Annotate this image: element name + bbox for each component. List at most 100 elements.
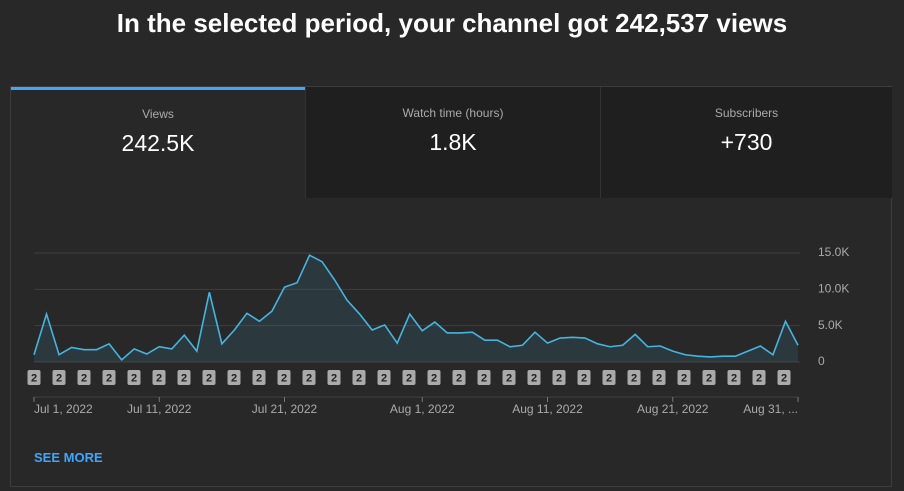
marker-label: 2 <box>406 372 412 384</box>
y-tick-label: 10.0K <box>818 282 849 296</box>
marker-label: 2 <box>381 372 387 384</box>
marker-label: 2 <box>206 372 212 384</box>
marker-box <box>652 370 666 385</box>
marker[interactable]: 2 <box>177 370 191 385</box>
marker-label: 2 <box>531 372 537 384</box>
marker-label: 2 <box>431 372 437 384</box>
marker-label: 2 <box>781 372 787 384</box>
marker[interactable]: 2 <box>727 370 741 385</box>
marker-box <box>752 370 766 385</box>
marker-box <box>677 370 691 385</box>
marker-box <box>27 370 41 385</box>
x-tick-label: Jul 1, 2022 <box>34 402 93 416</box>
line <box>33 254 799 361</box>
marker-label: 2 <box>156 372 162 384</box>
marker[interactable]: 2 <box>252 370 266 385</box>
marker[interactable]: 2 <box>577 370 591 385</box>
marker-box <box>777 370 791 385</box>
marker-box <box>227 370 241 385</box>
tab-value: 242.5K <box>121 130 195 156</box>
marker[interactable]: 2 <box>127 370 141 385</box>
marker[interactable]: 2 <box>427 370 441 385</box>
marker[interactable]: 2 <box>327 370 341 385</box>
marker[interactable]: 2 <box>152 370 166 385</box>
marker-label: 2 <box>581 372 587 384</box>
tab-label: Views <box>142 107 174 121</box>
marker-box <box>602 370 616 385</box>
marker-box <box>552 370 566 385</box>
marker-label: 2 <box>31 372 37 384</box>
marker[interactable]: 2 <box>202 370 216 385</box>
marker-box <box>527 370 541 385</box>
marker-box <box>477 370 491 385</box>
marker[interactable]: 2 <box>402 370 416 385</box>
marker[interactable]: 2 <box>77 370 91 385</box>
marker[interactable]: 2 <box>452 370 466 385</box>
y-tick-label: 0 <box>818 354 825 368</box>
marker-label: 2 <box>681 372 687 384</box>
marker[interactable]: 2 <box>677 370 691 385</box>
marker-box <box>77 370 91 385</box>
marker-label: 2 <box>256 372 262 384</box>
marker-label: 2 <box>131 372 137 384</box>
marker-label: 2 <box>81 372 87 384</box>
marker[interactable]: 2 <box>702 370 716 385</box>
marker-box <box>452 370 466 385</box>
marker[interactable]: 2 <box>302 370 316 385</box>
marker-box <box>202 370 216 385</box>
marker[interactable]: 2 <box>52 370 66 385</box>
marker-label: 2 <box>181 372 187 384</box>
marker[interactable]: 2 <box>102 370 116 385</box>
marker[interactable]: 2 <box>377 370 391 385</box>
marker-label: 2 <box>556 372 562 384</box>
tab[interactable]: Views 242.5K <box>11 87 305 198</box>
marker-box <box>127 370 141 385</box>
marker-box <box>327 370 341 385</box>
marker[interactable]: 2 <box>627 370 641 385</box>
marker[interactable]: 2 <box>27 370 41 385</box>
marker-label: 2 <box>506 372 512 384</box>
area <box>34 255 798 362</box>
marker-box <box>627 370 641 385</box>
tab-value: +730 <box>720 129 773 155</box>
marker-box <box>152 370 166 385</box>
marker-box <box>302 370 316 385</box>
tab[interactable]: Watch time (hours) 1.8K <box>305 87 600 198</box>
marker[interactable]: 2 <box>602 370 616 385</box>
marker[interactable]: 2 <box>752 370 766 385</box>
analytics-card: Views 242.5K Watch time (hours) 1.8K Subsc… <box>10 86 892 487</box>
marker-box <box>252 370 266 385</box>
tab-label: Subscribers <box>714 106 779 120</box>
marker[interactable]: 2 <box>652 370 666 385</box>
x-tick-label: Aug 11, 2022 <box>512 402 583 416</box>
x-tick-label: Aug 31, ... <box>743 402 798 416</box>
marker-box <box>702 370 716 385</box>
marker-label: 2 <box>356 372 362 384</box>
marker-label: 2 <box>281 372 287 384</box>
marker-box <box>427 370 441 385</box>
marker-label: 2 <box>481 372 487 384</box>
marker[interactable]: 2 <box>502 370 516 385</box>
marker-label: 2 <box>106 372 112 384</box>
marker[interactable]: 2 <box>277 370 291 385</box>
marker-label: 2 <box>656 372 662 384</box>
marker-label: 2 <box>756 372 762 384</box>
tab[interactable]: Subscribers +730 <box>600 87 892 198</box>
marker-box <box>727 370 741 385</box>
marker[interactable]: 2 <box>352 370 366 385</box>
see-more-link[interactable]: SEE MORE <box>34 450 103 465</box>
marker-label: 2 <box>56 372 62 384</box>
marker[interactable]: 2 <box>227 370 241 385</box>
marker-label: 2 <box>306 372 312 384</box>
marker-label: 2 <box>331 372 337 384</box>
marker[interactable]: 2 <box>527 370 541 385</box>
marker-box <box>377 370 391 385</box>
marker[interactable]: 2 <box>552 370 566 385</box>
x-tick-label: Jul 11, 2022 <box>127 402 192 416</box>
marker[interactable]: 2 <box>477 370 491 385</box>
marker[interactable]: 2 <box>777 370 791 385</box>
marker-label: 2 <box>231 372 237 384</box>
x-tick-label: Aug 1, 2022 <box>390 402 455 416</box>
tab-value: 1.8K <box>429 129 477 155</box>
